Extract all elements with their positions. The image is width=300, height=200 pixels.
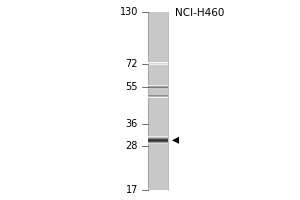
Bar: [148, 141, 168, 142]
Text: 36: 36: [126, 119, 138, 129]
Text: 17: 17: [126, 185, 138, 195]
Bar: [148, 137, 168, 138]
Bar: [148, 140, 168, 141]
Polygon shape: [172, 137, 179, 144]
Bar: [148, 139, 168, 140]
Text: 72: 72: [125, 59, 138, 69]
Text: NCI-H460: NCI-H460: [175, 8, 224, 18]
Text: 55: 55: [125, 82, 138, 92]
Bar: [148, 143, 168, 144]
Text: 28: 28: [126, 141, 138, 151]
Bar: [148, 136, 168, 137]
Bar: [148, 12, 168, 190]
Bar: [148, 138, 168, 139]
Text: 130: 130: [120, 7, 138, 17]
Bar: [148, 142, 168, 143]
